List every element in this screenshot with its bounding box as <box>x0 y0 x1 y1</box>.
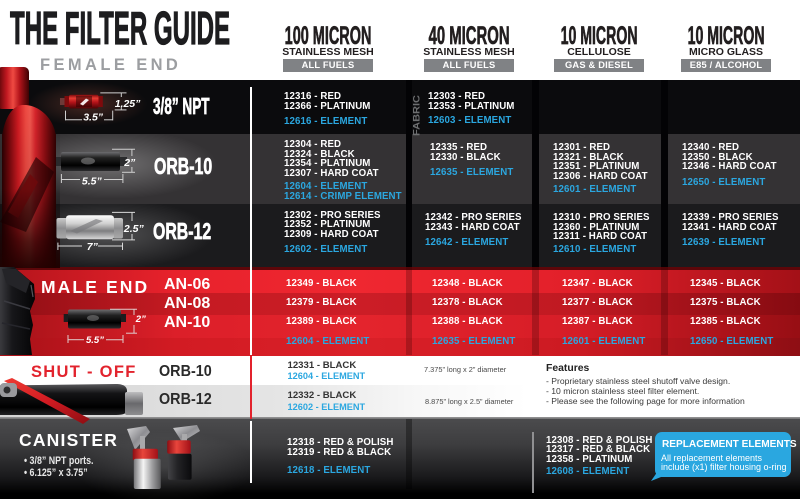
svg-text:2.5”: 2.5” <box>123 223 145 235</box>
svg-text:1.25”: 1.25” <box>115 98 141 110</box>
svg-text:FABRIC: FABRIC <box>412 95 422 136</box>
svg-text:5.5”: 5.5” <box>86 335 104 346</box>
svg-text:2”: 2” <box>123 157 136 169</box>
svg-text:7”: 7” <box>87 241 99 253</box>
svg-text:2”: 2” <box>135 314 146 325</box>
svg-text:3.5”: 3.5” <box>83 112 104 124</box>
svg-text:5.5”: 5.5” <box>82 176 103 188</box>
